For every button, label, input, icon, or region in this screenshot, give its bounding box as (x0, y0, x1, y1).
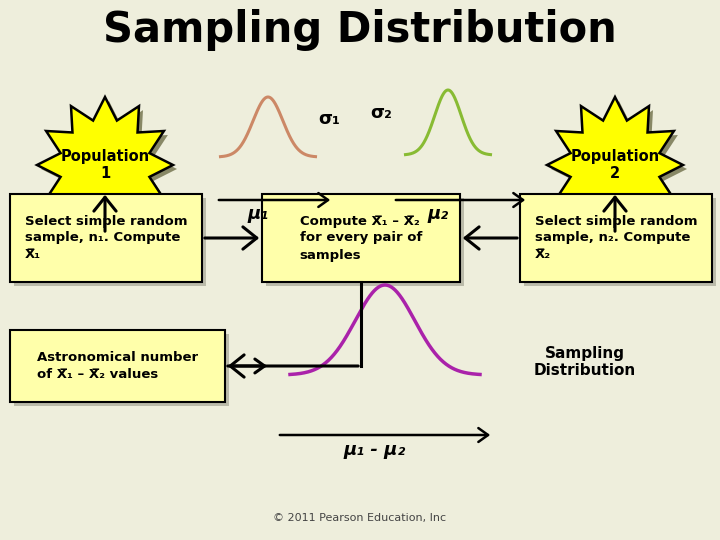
Text: Select simple random
sample, n₂. Compute
X̅₂: Select simple random sample, n₂. Compute… (535, 214, 697, 261)
Text: μ₁ - μ₂: μ₁ - μ₂ (344, 441, 406, 459)
Text: Compute X̅₁ – X̅₂
for every pair of
samples: Compute X̅₁ – X̅₂ for every pair of samp… (300, 214, 422, 261)
FancyBboxPatch shape (266, 198, 464, 286)
Text: Population
2: Population 2 (570, 149, 660, 181)
Text: Sampling
Distribution: Sampling Distribution (534, 346, 636, 378)
Text: © 2011 Pearson Education, Inc: © 2011 Pearson Education, Inc (274, 513, 446, 523)
Text: Astronomical number
of X̅₁ – X̅₂ values: Astronomical number of X̅₁ – X̅₂ values (37, 351, 198, 381)
Polygon shape (37, 97, 173, 233)
Text: μ₁: μ₁ (248, 205, 269, 223)
FancyBboxPatch shape (14, 334, 229, 406)
Polygon shape (551, 101, 687, 237)
FancyBboxPatch shape (10, 194, 202, 282)
Text: Select simple random
sample, n₁. Compute
X̅₁: Select simple random sample, n₁. Compute… (24, 214, 187, 261)
FancyBboxPatch shape (262, 194, 460, 282)
FancyBboxPatch shape (524, 198, 716, 286)
Polygon shape (41, 101, 177, 237)
Polygon shape (547, 97, 683, 233)
FancyBboxPatch shape (14, 198, 206, 286)
FancyBboxPatch shape (10, 330, 225, 402)
Text: Population
1: Population 1 (60, 149, 150, 181)
Text: μ₂: μ₂ (428, 205, 449, 223)
Text: σ₂: σ₂ (370, 104, 392, 122)
Text: Sampling Distribution: Sampling Distribution (103, 9, 617, 51)
Text: σ₁: σ₁ (318, 110, 340, 128)
FancyBboxPatch shape (520, 194, 712, 282)
